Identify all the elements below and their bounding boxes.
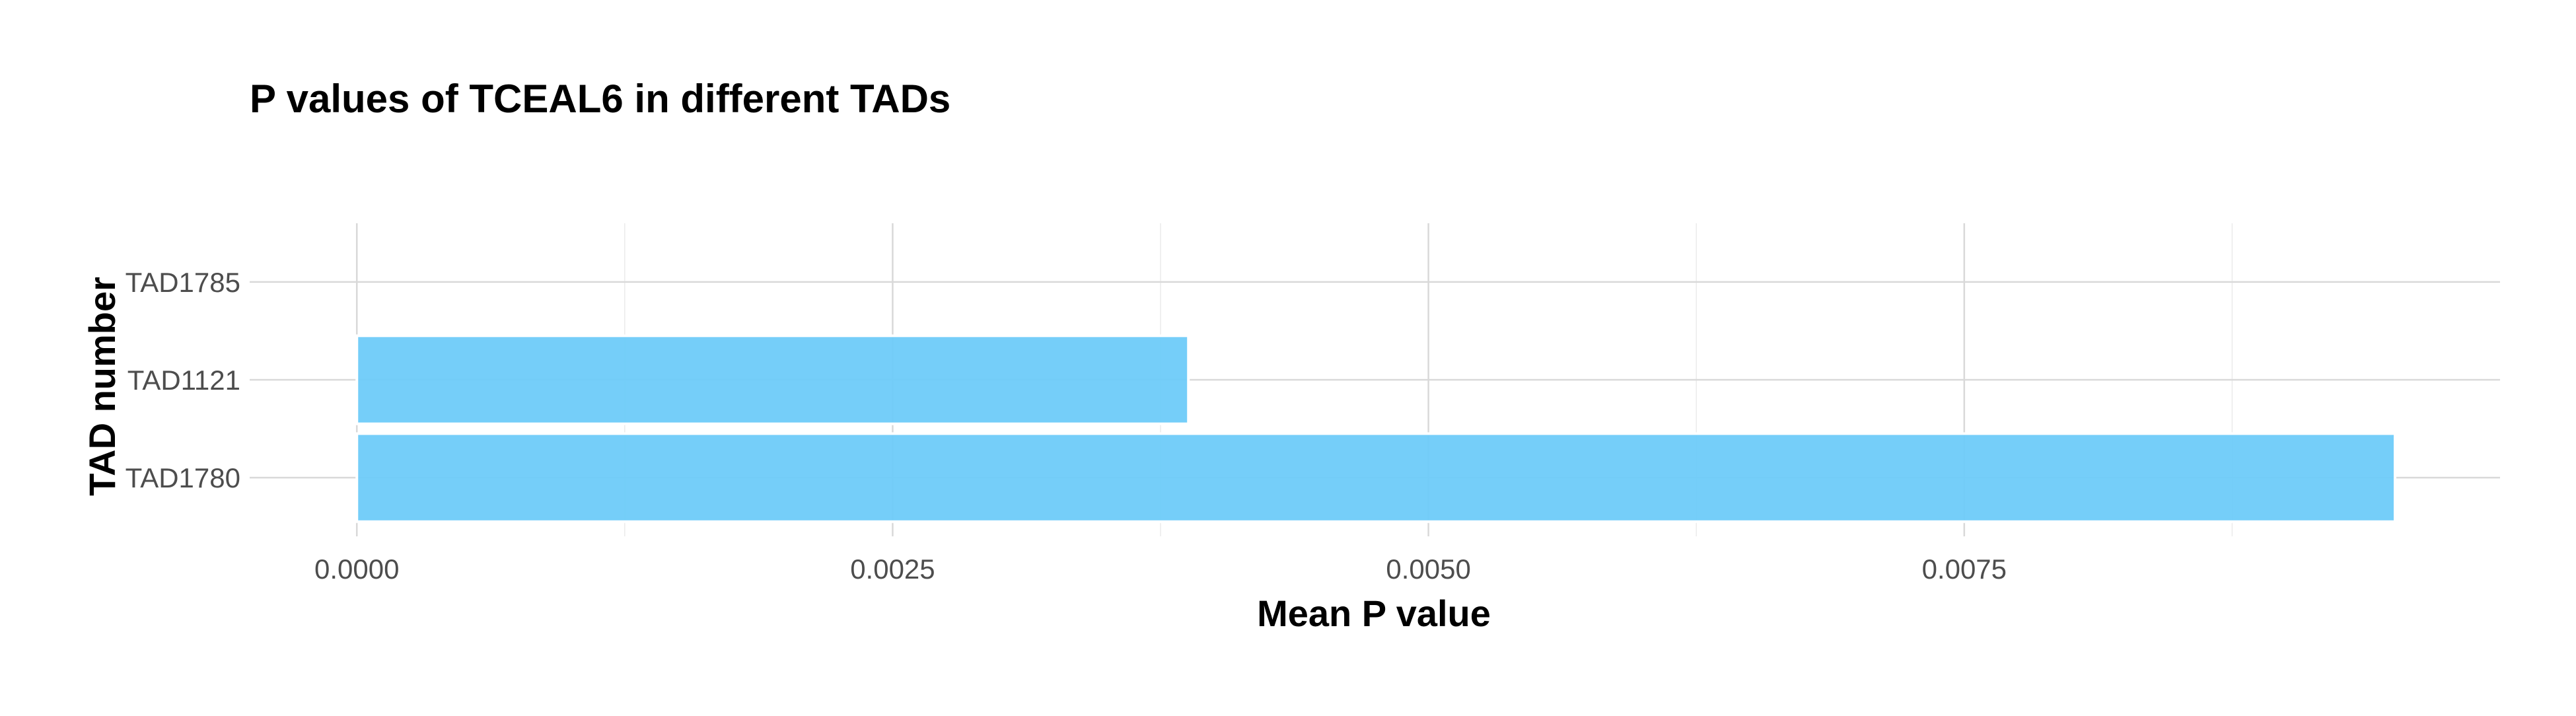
y-axis-title: TAD number bbox=[81, 277, 123, 496]
y-tick-label: TAD1780 bbox=[125, 462, 240, 493]
y-tick-label: TAD1121 bbox=[127, 365, 240, 396]
chart-title: P values of TCEAL6 in different TADs bbox=[250, 77, 950, 121]
x-tick-labels: 0.0000 0.0025 0.0050 0.0075 bbox=[314, 554, 2007, 585]
y-tick-label: TAD1785 bbox=[125, 267, 240, 298]
x-axis-title: Mean P value bbox=[1257, 592, 1491, 634]
bars bbox=[355, 334, 2397, 523]
x-tick-label: 0.0000 bbox=[314, 554, 399, 585]
x-tick-label: 0.0075 bbox=[1922, 554, 2007, 585]
x-tick-label: 0.0050 bbox=[1386, 554, 1470, 585]
y-tick-labels: TAD1785 TAD1121 TAD1780 bbox=[125, 267, 240, 493]
bar-tad1780 bbox=[355, 432, 2397, 523]
x-tick-label: 0.0025 bbox=[850, 554, 935, 585]
bar-tad1121 bbox=[355, 334, 1190, 425]
